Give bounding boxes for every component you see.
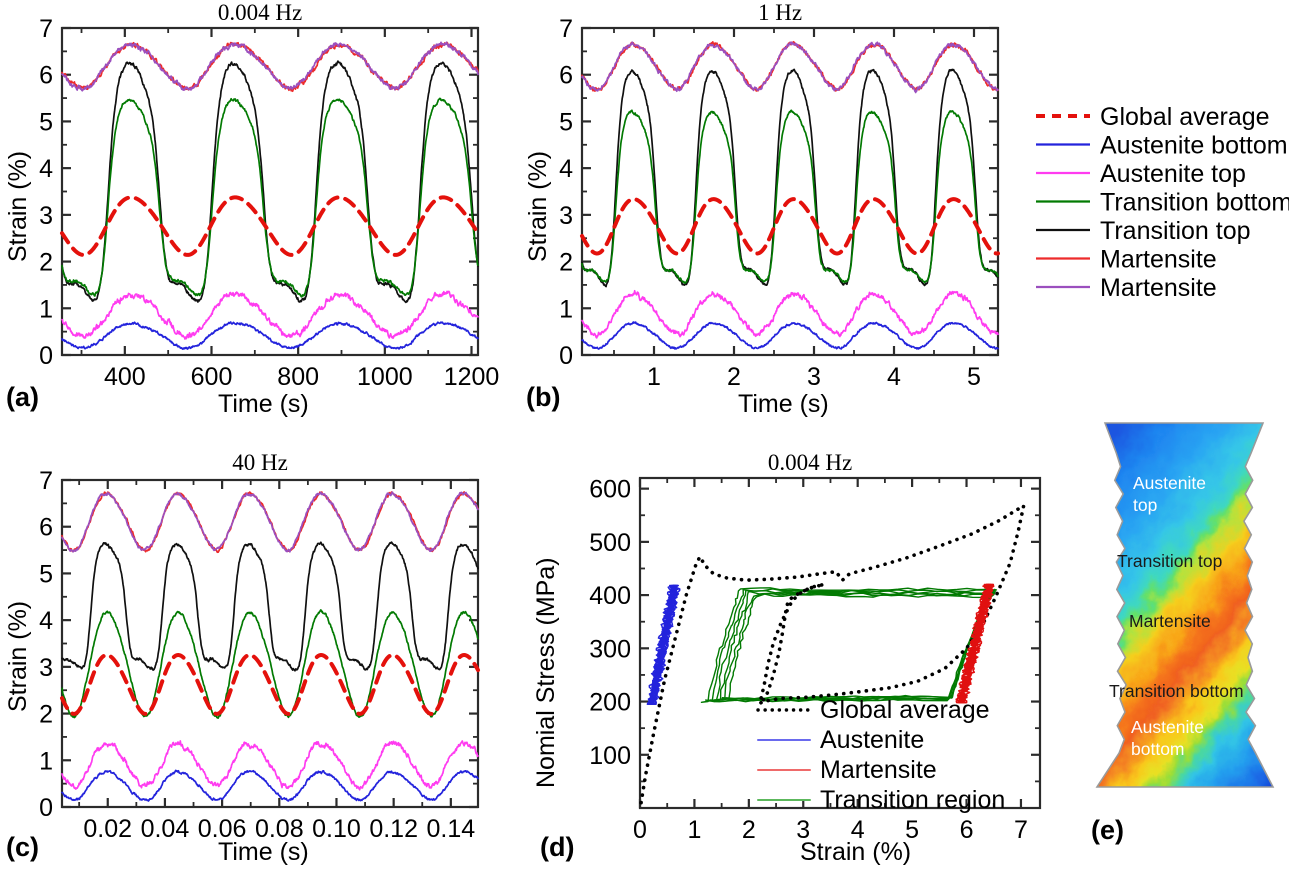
panel-b-xlabel: Time (s) [738,390,829,418]
svg-text:0.08: 0.08 [255,815,304,843]
svg-text:0.12: 0.12 [369,815,418,843]
svg-text:800: 800 [277,363,319,391]
svg-text:top: top [1133,495,1157,515]
svg-text:0.10: 0.10 [312,815,361,843]
svg-text:2: 2 [39,249,53,277]
svg-text:1000: 1000 [357,363,413,391]
panel-d-title: 0.004 Hz [767,450,853,475]
svg-text:Transition top: Transition top [1117,551,1222,571]
panel-d-plot: 100 200 300 400 500 600 0 1 2 3 4 5 6 7 Global average… [589,476,1042,844]
svg-text:Austenite bottom: Austenite bottom [1100,132,1288,160]
svg-text:7: 7 [39,467,53,495]
panel-d-stress-strain: 0.004 Hz Nomial Stress (MPa) Strain (%) … [520,440,1080,880]
svg-text:Transition region: Transition region [820,786,1005,814]
panel-d-xlabel: Strain (%) [800,838,912,866]
svg-text:Global average: Global average [820,696,990,724]
svg-text:0: 0 [39,342,53,370]
panel-c-40hz: 40 Hz Strain (%) Time (s) (c) 0 1 2 3 4 5 6 7 0.… [0,440,500,880]
svg-text:4: 4 [887,363,901,391]
panel-b-title: 1 Hz [757,0,803,25]
panel-e-dic-strain-map: Austenite top Transition top Martensite Tran… [1085,415,1285,880]
svg-text:Transition bottom: Transition bottom [1109,681,1244,701]
svg-text:1: 1 [687,816,701,844]
svg-text:7: 7 [559,15,573,43]
svg-text:Austenite top: Austenite top [1100,160,1246,188]
svg-text:600: 600 [191,363,233,391]
svg-text:6: 6 [960,816,974,844]
panel-c-plot: 0 1 2 3 4 5 6 7 0.02 0.04 0.06 0.08 0.10 0.12 0.14 [39,467,480,843]
svg-text:2: 2 [39,701,53,729]
svg-text:600: 600 [589,476,631,504]
svg-text:500: 500 [589,529,631,557]
svg-text:3: 3 [39,654,53,682]
svg-text:6: 6 [39,62,53,90]
svg-text:5: 5 [905,816,919,844]
svg-text:6: 6 [39,514,53,542]
svg-text:300: 300 [589,635,631,663]
svg-text:7: 7 [39,15,53,43]
svg-text:400: 400 [589,582,631,610]
svg-text:Austenite: Austenite [1133,473,1206,493]
svg-text:3: 3 [796,816,810,844]
svg-text:1: 1 [39,747,53,775]
svg-text:4: 4 [39,607,53,635]
svg-text:1: 1 [647,363,661,391]
svg-text:4: 4 [559,155,573,183]
svg-text:bottom: bottom [1131,739,1185,759]
svg-text:3: 3 [39,202,53,230]
svg-text:Austenite: Austenite [1131,717,1204,737]
svg-text:0.02: 0.02 [83,815,132,843]
svg-text:3: 3 [807,363,821,391]
svg-text:4: 4 [39,155,53,183]
svg-text:Transition bottom: Transition bottom [1100,189,1289,217]
svg-text:200: 200 [589,689,631,717]
svg-text:5: 5 [559,108,573,136]
svg-text:1: 1 [559,295,573,323]
panel-b-tag: (b) [526,382,561,412]
panel-c-xlabel: Time (s) [218,838,309,866]
svg-text:2: 2 [727,363,741,391]
svg-text:0: 0 [39,794,53,822]
panel-a-tag: (a) [6,382,39,412]
svg-text:0.06: 0.06 [198,815,247,843]
panel-d-tag: (d) [540,832,575,862]
svg-text:Martensite: Martensite [820,756,937,784]
svg-text:Martensite: Martensite [1100,274,1217,302]
svg-text:3: 3 [559,202,573,230]
svg-text:2: 2 [742,816,756,844]
svg-text:Transition top: Transition top [1100,217,1251,245]
svg-text:5: 5 [967,363,981,391]
svg-text:0.04: 0.04 [141,815,190,843]
panel-a-plot: 0 1 2 3 4 5 6 7 400 600 800 1000 1200 [39,15,500,391]
svg-text:5: 5 [39,560,53,588]
svg-text:4: 4 [851,816,865,844]
svg-text:100: 100 [589,742,631,770]
svg-text:0: 0 [559,342,573,370]
svg-text:Martensite: Martensite [1129,611,1211,631]
main-series-legend: Global average Austenite bottom Austenite … [1032,100,1289,302]
svg-text:Austenite: Austenite [820,726,924,754]
svg-text:0.14: 0.14 [427,815,476,843]
panel-e-tag: (e) [1091,815,1124,845]
svg-text:6: 6 [559,62,573,90]
svg-text:Martensite: Martensite [1100,246,1217,274]
panel-b-plot: 0 1 2 3 4 5 6 7 1 2 3 4 5 [559,15,1000,391]
panel-a-xlabel: Time (s) [218,390,309,418]
panel-a-title: 0.004 Hz [217,0,303,25]
svg-text:1200: 1200 [444,363,500,391]
svg-text:5: 5 [39,108,53,136]
svg-text:400: 400 [104,363,146,391]
svg-text:2: 2 [559,249,573,277]
svg-text:Global average: Global average [1100,103,1270,131]
svg-text:0: 0 [633,816,647,844]
svg-text:7: 7 [1014,816,1028,844]
panel-c-tag: (c) [6,832,39,862]
svg-text:1: 1 [39,295,53,323]
panel-c-title: 40 Hz [232,450,288,475]
